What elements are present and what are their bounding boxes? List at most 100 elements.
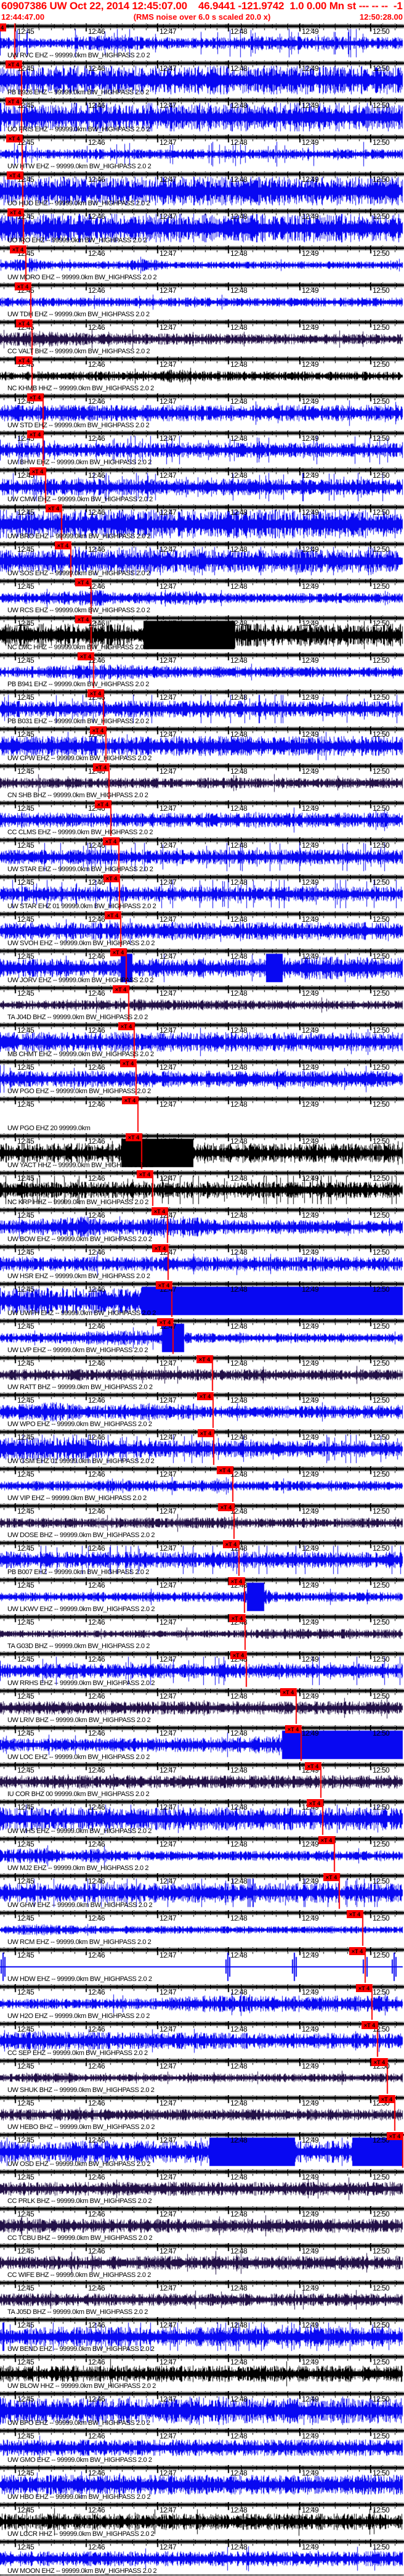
trace-row[interactable]: 12:45 12:46 12:47 12:48 12:49 12:50 ×T 4 CN SHB… — [0, 763, 404, 800]
trace-row[interactable]: 12:45 12:46 12:47 12:48 12:49 12:50 ×T 4 UW DOS… — [0, 1503, 404, 1540]
trace-row[interactable]: 12:45 12:46 12:47 12:48 12:49 12:50 UW MOON EH… — [0, 2539, 404, 2576]
trace-row[interactable]: 12:45 12:46 12:47 12:48 12:49 12:50 ×T 4 UW CPW… — [0, 726, 404, 763]
waveform-canvas[interactable] — [0, 2354, 404, 2391]
trace-row[interactable]: 12:45 12:46 12:47 12:48 12:49 12:50 TA J05D BH… — [0, 2280, 404, 2317]
pick-marker-box[interactable]: ×T 4 — [387, 2132, 403, 2140]
pick-marker-box[interactable]: ×T 4 — [105, 911, 121, 919]
waveform-canvas[interactable] — [0, 2095, 404, 2132]
trace-row[interactable]: 12:45 12:46 12:47 12:48 12:49 12:50 ×T 4 UO IRO… — [0, 208, 404, 245]
pick-marker-box[interactable]: ×T 4 — [90, 726, 106, 734]
trace-row[interactable]: 12:45 12:46 12:47 12:48 12:49 12:50 ×T 4 UW RRH… — [0, 1651, 404, 1688]
waveform-canvas[interactable] — [0, 1836, 404, 1873]
trace-row[interactable]: 12:45 12:46 12:47 12:48 12:49 12:50 ×T 4 UW SHU… — [0, 2058, 404, 2095]
waveform-canvas[interactable] — [0, 874, 404, 911]
waveform-canvas[interactable] — [0, 1059, 404, 1096]
waveform-canvas[interactable] — [0, 1503, 404, 1540]
trace-row[interactable]: 12:45 12:46 12:47 12:48 12:49 12:50 ×T 4 UW PGO… — [0, 1059, 404, 1096]
trace-row[interactable]: 12:45 12:46 12:47 12:48 12:49 12:50 ×T 4 UW RCS… — [0, 578, 404, 615]
waveform-canvas[interactable] — [0, 134, 404, 171]
pick-marker-box[interactable]: ×T 4 — [157, 1318, 173, 1326]
waveform-canvas[interactable] — [0, 652, 404, 689]
trace-row[interactable]: 12:45 12:46 12:47 12:48 12:49 12:50 CC PRLK BH… — [0, 2169, 404, 2206]
waveform-canvas[interactable] — [0, 1947, 404, 1984]
pick-marker-box[interactable]: ×T 4 — [7, 171, 23, 179]
trace-row[interactable]: 12:45 12:46 12:47 12:48 12:49 12:50 ×T 4 UW BHW… — [0, 430, 404, 467]
pick-marker-box[interactable]: ×T 4 — [285, 1725, 301, 1733]
trace-row[interactable]: 12:45 12:46 12:47 12:48 12:49 12:50 ×T 4 UW GHW… — [0, 1873, 404, 1910]
pick-marker-box[interactable]: ×T 4 — [347, 1910, 363, 1918]
trace-row[interactable]: 12:45 12:46 12:47 12:48 12:49 12:50 ×T 4 UW PGO… — [0, 1096, 404, 1133]
pick-marker-box[interactable]: ×T 4 — [323, 1873, 339, 1881]
waveform-canvas[interactable] — [0, 2243, 404, 2280]
pick-marker-box[interactable]: ×T 4 — [0, 23, 6, 31]
waveform-canvas[interactable] — [0, 1096, 404, 1133]
pick-marker-box[interactable]: ×T 4 — [230, 1651, 246, 1659]
pick-marker-box[interactable]: ×T 4 — [118, 1022, 134, 1030]
pick-marker-box[interactable]: ×T 4 — [113, 985, 129, 993]
waveform-canvas[interactable] — [0, 2169, 404, 2206]
trace-row[interactable]: 12:45 12:46 12:47 12:48 12:49 12:50 ×T 4 UW WHS… — [0, 1799, 404, 1836]
waveform-canvas[interactable] — [0, 1281, 404, 1318]
trace-row[interactable]: 12:45 12:46 12:47 12:48 12:49 12:50 ×T 4 UW STA… — [0, 874, 404, 911]
pick-marker-box[interactable]: ×T 4 — [27, 393, 43, 401]
waveform-canvas[interactable] — [0, 393, 404, 430]
trace-row[interactable]: 12:45 12:46 12:47 12:48 12:49 12:50 ×T 4 UW JOR… — [0, 948, 404, 985]
trace-row[interactable]: 12:45 12:46 12:47 12:48 12:49 12:50 ×T 4 PB B92… — [0, 60, 404, 97]
trace-row[interactable]: 12:45 12:46 12:47 12:48 12:49 12:50 ×T 4 PB B00… — [0, 1540, 404, 1577]
pick-marker-box[interactable]: ×T 4 — [379, 2095, 395, 2103]
waveform-canvas[interactable] — [0, 171, 404, 208]
pick-marker-box[interactable]: ×T 4 — [6, 97, 22, 105]
waveform-canvas[interactable] — [0, 1799, 404, 1836]
waveform-canvas[interactable] — [0, 1577, 404, 1614]
waveform-canvas[interactable] — [0, 1170, 404, 1207]
waveform-canvas[interactable] — [0, 1910, 404, 1947]
waveform-canvas[interactable] — [0, 1762, 404, 1799]
trace-row[interactable]: 12:45 12:46 12:47 12:48 12:49 12:50 CC WIFE BH… — [0, 2243, 404, 2280]
pick-marker-box[interactable]: ×T 4 — [229, 1614, 245, 1622]
waveform-canvas[interactable] — [0, 1984, 404, 2021]
waveform-canvas[interactable] — [0, 2280, 404, 2317]
trace-row[interactable]: 12:45 12:46 12:47 12:48 12:49 12:50 ×T 4 UW LKW… — [0, 1577, 404, 1614]
waveform-canvas[interactable] — [0, 615, 404, 652]
waveform-canvas[interactable] — [0, 800, 404, 837]
trace-row[interactable]: 12:45 12:46 12:47 12:48 12:49 12:50 ×T 4 UO FRI… — [0, 97, 404, 134]
waveform-canvas[interactable] — [0, 1022, 404, 1059]
trace-row[interactable]: 12:45 12:46 12:47 12:48 12:49 12:50 ×T 4 NC KRP… — [0, 1170, 404, 1207]
waveform-canvas[interactable] — [0, 1725, 404, 1762]
pick-marker-box[interactable]: ×T 4 — [305, 1762, 321, 1770]
pick-marker-box[interactable]: ×T 4 — [120, 1059, 136, 1067]
pick-marker-box[interactable]: ×T 4 — [75, 615, 91, 623]
waveform-canvas[interactable] — [0, 1244, 404, 1281]
waveform-canvas[interactable] — [0, 2391, 404, 2428]
pick-marker-box[interactable]: ×T 4 — [110, 948, 126, 956]
waveform-canvas[interactable] — [0, 2058, 404, 2095]
waveform-canvas[interactable] — [0, 467, 404, 504]
trace-row[interactable]: 12:45 12:46 12:47 12:48 12:49 12:50 ×T 4 UW VIP… — [0, 1466, 404, 1503]
waveform-canvas[interactable] — [0, 911, 404, 948]
trace-row[interactable]: 12:45 12:46 12:47 12:48 12:49 12:50 ×T 4 UW LOC… — [0, 1725, 404, 1762]
waveform-canvas[interactable] — [0, 2021, 404, 2058]
trace-row[interactable]: 12:45 12:46 12:47 12:48 12:49 12:50 ×T 4 CC SEP… — [0, 2021, 404, 2058]
trace-row[interactable]: 12:45 12:46 12:47 12:48 12:49 12:50 ×T 4 UW HSR… — [0, 1244, 404, 1281]
pick-marker-box[interactable]: ×T 4 — [126, 1133, 142, 1141]
waveform-canvas[interactable] — [0, 1651, 404, 1688]
trace-row[interactable]: 12:45 12:46 12:47 12:48 12:49 12:50 ×T 4 UW YAC… — [0, 1133, 404, 1170]
pick-marker-box[interactable]: ×T 4 — [93, 763, 109, 771]
waveform-canvas[interactable] — [0, 837, 404, 874]
trace-row[interactable]: 12:45 12:46 12:47 12:48 12:49 12:50 UW GMO EHZ… — [0, 2428, 404, 2465]
waveform-canvas[interactable] — [0, 208, 404, 245]
pick-marker-box[interactable]: ×T 4 — [349, 1947, 365, 1955]
trace-row[interactable]: 12:45 12:46 12:47 12:48 12:49 12:50 ×T 4 UW RVC… — [0, 23, 404, 60]
trace-row[interactable]: 12:45 12:46 12:47 12:48 12:49 12:50 ×T 4 CC VAL… — [0, 319, 404, 356]
pick-marker-box[interactable]: ×T 4 — [15, 282, 31, 290]
trace-row[interactable]: 12:45 12:46 12:47 12:48 12:49 12:50 ×T 4 UW LVP… — [0, 1318, 404, 1355]
pick-marker-box[interactable]: ×T 4 — [217, 1466, 233, 1474]
trace-row[interactable]: 12:45 12:46 12:47 12:48 12:49 12:50 UW BLOW HH… — [0, 2354, 404, 2391]
trace-row[interactable]: 12:45 12:46 12:47 12:48 12:49 12:50 ×T 4 CC CLM… — [0, 800, 404, 837]
pick-marker-box[interactable]: ×T 4 — [16, 319, 32, 327]
waveform-canvas[interactable] — [0, 2428, 404, 2465]
waveform-canvas[interactable] — [0, 356, 404, 393]
pick-marker-box[interactable]: ×T 4 — [218, 1503, 234, 1511]
pick-marker-box[interactable]: ×T 4 — [75, 578, 91, 586]
pick-marker-box[interactable]: ×T 4 — [95, 800, 111, 808]
